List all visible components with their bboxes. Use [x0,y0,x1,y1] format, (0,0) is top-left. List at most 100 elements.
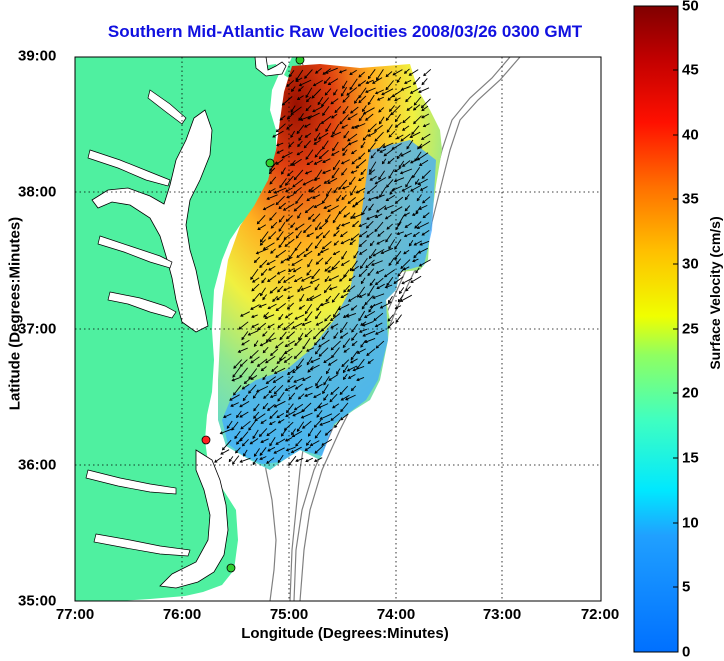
velocity-arrow [283,286,293,291]
velocity-arrowhead [384,285,388,289]
velocity-arrow [287,375,294,383]
velocity-arrowhead [358,95,362,99]
velocity-arrow [288,249,296,259]
velocity-arrow [321,115,332,124]
velocity-arrow [326,187,332,197]
velocity-arrowhead [387,318,391,322]
velocity-arrowhead [299,117,303,121]
velocity-arrow [350,358,358,364]
velocity-arrowhead [396,79,400,84]
velocity-arrow [311,88,322,99]
velocity-arrow [299,304,306,310]
velocity-arrowhead [387,160,391,165]
velocity-arrow [281,429,287,437]
velocity-arrow [314,177,321,181]
velocity-arrowhead [277,459,281,464]
velocity-arrowhead [283,288,287,292]
velocity-arrowhead [388,262,392,267]
velocity-arrowhead [350,387,355,392]
velocity-arrow [347,285,356,292]
velocity-arrow [291,446,302,453]
velocity-arrowhead [333,92,337,96]
velocity-arrowhead [262,207,267,211]
velocity-arrow [290,222,296,228]
velocity-arrow [308,186,314,192]
velocity-arrow [376,268,385,274]
velocity-vectors [214,67,432,466]
station-marker [265,158,275,168]
map-title: Southern Mid-Atlantic Raw Velocities 200… [107,22,583,41]
velocity-arrowhead [297,289,301,293]
velocity-arrow [364,295,374,305]
velocity-arrow [285,410,296,417]
colorbar-ticks [673,69,678,588]
velocity-arrowhead [388,175,392,179]
velocity-arrow [285,384,296,391]
velocity-arrow [343,269,350,278]
velocity-arrowhead [378,176,382,181]
velocity-arrowhead [357,294,361,298]
velocity-arrow [324,76,331,84]
velocity-arrow [263,242,275,250]
velocity-arrow [365,113,374,121]
velocity-arrow [330,323,339,329]
colorbar-tick-label: 5 [682,578,691,596]
velocity-arrow [266,194,278,200]
velocity-arrowhead [263,314,267,318]
velocity-arrow [268,337,277,342]
velocity-arrow [288,392,296,400]
velocity-arrowhead [393,179,398,183]
velocity-arrow [333,159,341,170]
velocity-arrowhead [331,299,335,303]
velocity-arrow [385,214,392,220]
velocity-arrow [351,149,357,154]
velocity-arrow [376,239,385,245]
velocity-arrowhead [340,417,344,421]
velocity-arrowhead [268,421,273,425]
velocity-arrowhead [350,192,354,196]
velocity-arrowhead [314,245,318,249]
velocity-arrowhead [408,72,412,76]
velocity-arrow [279,115,286,121]
velocity-arrow [415,178,420,185]
velocity-arrowhead [263,395,267,399]
velocity-arrow [294,276,303,282]
velocity-arrow [359,230,368,238]
velocity-arrow [383,142,394,148]
velocity-arrowhead [280,260,284,264]
colorbar-tick-label: 20 [682,384,699,402]
velocity-arrow [328,78,339,85]
velocity-arrowhead [261,280,265,284]
velocity-arrowhead [374,214,379,218]
velocity-arrowhead [341,172,345,176]
velocity-arrowhead [373,128,378,132]
velocity-arrow [368,69,376,79]
velocity-arrowhead [328,377,332,381]
velocity-arrowhead [304,387,308,391]
velocity-arrow [366,231,374,238]
velocity-arrowhead [330,391,334,395]
velocity-arrowhead [323,206,327,210]
velocity-arrow [322,330,329,340]
velocity-arrow [409,69,419,76]
velocity-arrowhead [296,254,300,258]
y-tick-label: 37:00 [18,320,57,338]
velocity-arrowhead [414,225,418,229]
velocity-arrow [358,71,366,78]
velocity-arrowhead [388,246,392,250]
velocity-arrowhead [342,344,346,349]
velocity-arrowhead [308,188,312,193]
velocity-arrow [411,125,420,135]
velocity-arrow [398,294,404,302]
velocity-arrow [352,220,360,227]
velocity-arrow [321,97,330,107]
velocity-arrowhead [241,336,245,341]
velocity-arrowhead [400,265,404,270]
velocity-arrow [339,385,349,395]
velocity-arrowhead [262,406,266,410]
velocity-arrow [325,123,332,132]
velocity-arrowhead [367,102,371,106]
velocity-arrowhead [322,112,326,117]
velocity-arrow [240,359,248,367]
velocity-arrow [351,158,358,165]
